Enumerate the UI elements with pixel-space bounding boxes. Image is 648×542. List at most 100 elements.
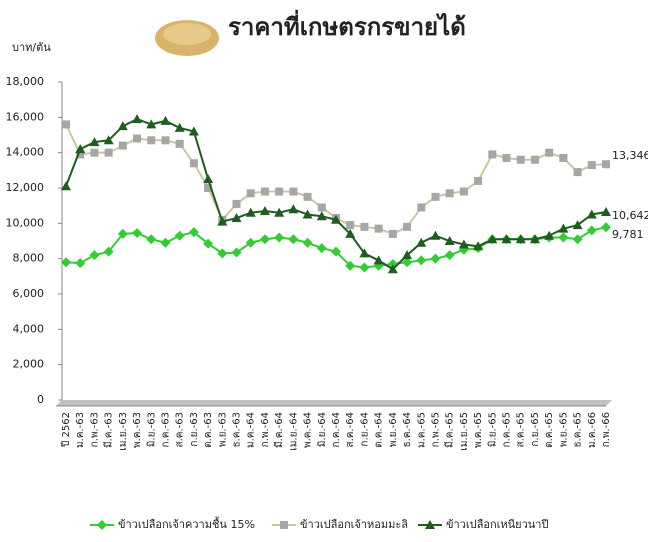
point: [431, 192, 440, 201]
x-tick-label: พ.ย.-65: [558, 412, 569, 447]
y-tick-label: 10,000: [6, 216, 45, 229]
point: [89, 137, 100, 147]
x-tick-label: มิ.ย.-64: [317, 412, 328, 447]
point: [61, 257, 71, 268]
x-tick-label: มี.ค.-63: [103, 412, 115, 448]
y-tick-label: 2,000: [13, 358, 45, 371]
point: [530, 155, 539, 164]
x-tick-label: ส.ค.-64: [345, 412, 356, 447]
point: [62, 120, 70, 129]
y-tick-label: 14,000: [6, 146, 45, 159]
x-tick-label: มี.ค.-64: [273, 412, 285, 448]
point: [331, 214, 341, 224]
point: [146, 234, 157, 245]
point: [573, 168, 582, 177]
point: [345, 260, 356, 271]
x-tick-label: ต.ค.-65: [544, 412, 555, 448]
x-tick-label: เม.ย.-63: [118, 412, 129, 451]
x-tick-label: มิ.ย.-63: [146, 412, 157, 447]
point: [316, 211, 327, 221]
point: [61, 181, 71, 191]
x-tick-label: ธ.ค.-65: [573, 412, 584, 447]
legend-label: ข้าวเปลือกเจ้าหอมมะลิ: [300, 518, 408, 531]
point: [175, 139, 184, 148]
chart-title: ราคาที่เกษตรกรขายได้: [228, 9, 466, 41]
point: [259, 234, 270, 245]
point: [316, 243, 327, 254]
x-tick-label: ก.ย.-65: [530, 412, 541, 447]
point: [104, 148, 113, 157]
point: [189, 159, 198, 168]
point: [260, 187, 269, 196]
x-tick-label: ธ.ค.-64: [402, 412, 413, 447]
legend-label: ข้าวเปลือกเจ้าความชื้น 15%: [118, 516, 255, 531]
point: [76, 150, 85, 159]
point: [188, 227, 199, 238]
point: [331, 246, 341, 257]
point: [373, 255, 384, 265]
x-tick-label: ก.ค.-64: [331, 412, 342, 447]
x-tick-label: มี.ค.-65: [444, 412, 456, 448]
point: [118, 141, 127, 150]
y-tick-label: 12,000: [6, 181, 45, 194]
point: [89, 250, 100, 261]
point: [430, 253, 441, 264]
x-tick-label: ก.ค.-63: [160, 412, 171, 447]
point: [217, 216, 228, 226]
point: [587, 161, 596, 170]
x-tick-label: ม.ค.-65: [416, 412, 427, 448]
point: [259, 205, 270, 215]
x-tick-label: ต.ค.-64: [374, 412, 385, 448]
point: [188, 126, 199, 136]
y-tick-label: 8,000: [13, 252, 45, 265]
point: [359, 248, 370, 258]
point: [231, 213, 242, 223]
point: [147, 136, 156, 145]
point: [204, 184, 213, 192]
point: [501, 234, 512, 244]
point: [132, 114, 143, 124]
y-axis-label: บาท/ตัน: [12, 41, 51, 54]
point: [97, 520, 107, 530]
point: [430, 230, 441, 240]
point: [245, 237, 256, 248]
point: [174, 230, 185, 241]
x-tick-label: ก.พ.-65: [430, 412, 441, 447]
x-tick-label: ก.พ.-64: [260, 412, 271, 447]
point: [444, 250, 455, 261]
x-tick-label: พ.ค.-63: [132, 412, 143, 448]
point: [516, 155, 525, 164]
x-tick-label: ก.พ.-66: [601, 412, 612, 447]
point: [416, 237, 427, 247]
point: [103, 246, 114, 257]
point: [572, 234, 583, 245]
data-label: 9,781: [612, 228, 644, 241]
point: [75, 144, 86, 154]
x-tick-label: ธ.ค.-63: [232, 412, 243, 447]
point: [303, 192, 312, 201]
x-tick-label: ก.ย.-64: [359, 412, 370, 447]
point: [317, 203, 326, 212]
point: [302, 237, 313, 248]
point: [103, 135, 114, 145]
x-tick-label: ส.ค.-63: [175, 412, 186, 447]
point: [388, 229, 397, 238]
point: [416, 255, 427, 266]
point: [203, 238, 214, 249]
y-tick-label: 6,000: [13, 287, 45, 300]
point: [289, 187, 298, 196]
point: [445, 189, 454, 198]
point: [345, 228, 356, 238]
point: [274, 232, 285, 243]
point: [232, 199, 241, 208]
point: [160, 115, 171, 125]
point: [473, 241, 484, 251]
point: [488, 150, 497, 159]
point: [374, 224, 383, 233]
point: [529, 234, 540, 244]
x-tick-label: ส.ค.-65: [516, 412, 527, 447]
x-tick-label: เม.ย.-65: [459, 412, 470, 451]
point: [474, 176, 483, 185]
x-tick-label: ก.ค.-65: [502, 412, 513, 447]
